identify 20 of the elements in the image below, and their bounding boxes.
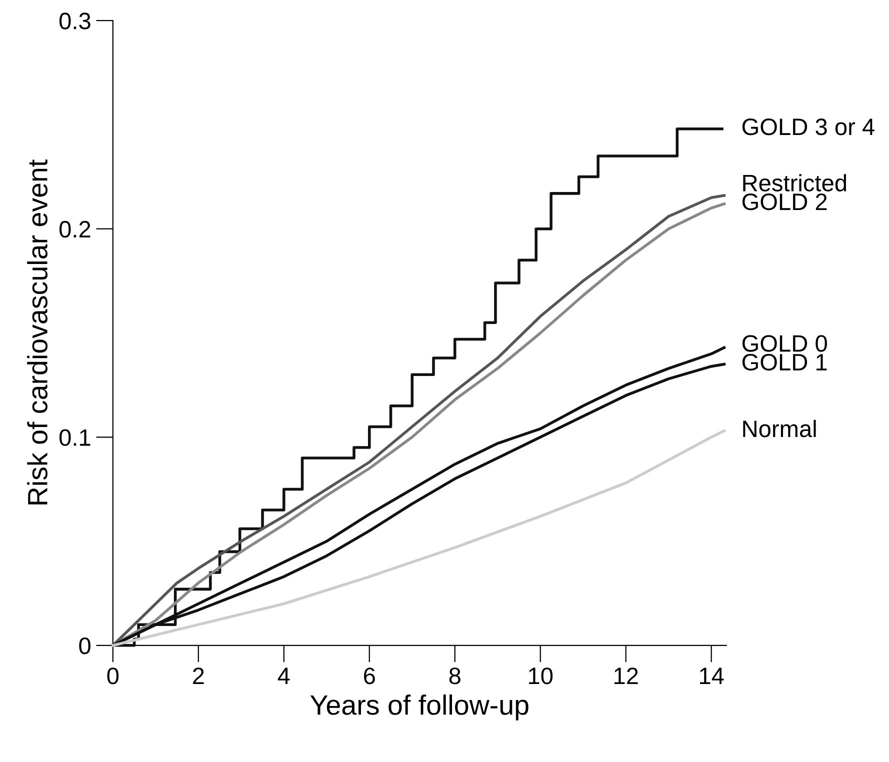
series-label: GOLD 3 or 4 (742, 118, 874, 136)
x-tick-label: 8 (449, 668, 460, 684)
series-label: GOLD 0 (742, 335, 827, 352)
x-tick-label: 0 (107, 668, 119, 684)
y-tick-label: 0 (79, 637, 90, 654)
x-tick-label: 6 (364, 668, 375, 684)
y-tick-label: 0.1 (59, 429, 90, 446)
y-axis-title: Risk of cardiovascular event (27, 160, 48, 504)
series-label: GOLD 1 (742, 354, 827, 371)
series-label: Restricted (743, 174, 846, 192)
x-tick-label: 2 (193, 668, 204, 684)
x-tick-label: 10 (529, 668, 553, 684)
y-tick-label: 0.2 (59, 220, 90, 238)
series-label: Normal (743, 420, 816, 438)
series-label: GOLD 2 (742, 193, 827, 210)
x-tick-label: 12 (614, 668, 638, 684)
x-axis-title: Years of follow-up (310, 694, 528, 720)
y-tick-label: 0.3 (59, 12, 90, 30)
x-tick-label: 14 (700, 668, 724, 684)
x-tick-label: 4 (278, 668, 290, 684)
